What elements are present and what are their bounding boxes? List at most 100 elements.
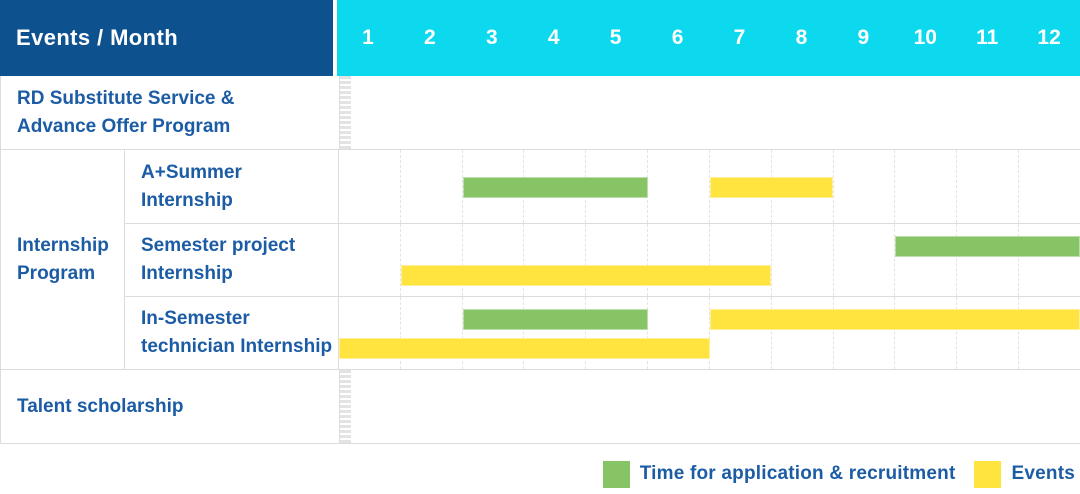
month-label: 4 — [547, 26, 560, 49]
month-grid-cell — [348, 76, 349, 149]
gantt-header: Events / Month 1 2 3 4 5 6 7 8 9 10 11 12 — [0, 0, 1080, 76]
month-grid-cell — [957, 297, 1020, 369]
month-label: 8 — [795, 26, 808, 49]
row-label-line: Advance Offer Program — [17, 115, 231, 137]
legend-item-application: Time for application & recruitment — [602, 460, 956, 488]
gantt-bar-events — [709, 309, 1080, 330]
legend: Time for application & recruitment Event… — [0, 459, 1080, 489]
month-grid-cell — [348, 370, 349, 443]
month-grid-cell — [343, 370, 344, 443]
row-label-line: In-Semester — [141, 308, 250, 329]
month-label: 7 — [733, 26, 746, 49]
gantt-row-group: Internship Program A+Summer Internship Semes… — [1, 150, 1080, 370]
month-grid — [339, 297, 1080, 369]
month-grid-cell — [347, 370, 348, 443]
row-label: Semester project Internship — [125, 224, 339, 296]
row-label-line: technician Internship — [141, 336, 333, 357]
row-label: RD Substitute Service & Advance Offer Pro… — [1, 76, 340, 149]
month-label: 11 — [976, 26, 999, 49]
gantt-row: RD Substitute Service & Advance Offer Pro… — [1, 76, 351, 149]
row-label: A+Summer Internship — [125, 150, 339, 223]
month-grid-cell — [463, 224, 525, 296]
month-grid-cell — [340, 370, 341, 443]
month-grid-cell — [710, 224, 772, 296]
month-grid-cell — [346, 370, 347, 443]
month-label: 3 — [485, 26, 498, 49]
month-label: 9 — [857, 26, 870, 49]
month-grid-cell — [340, 76, 341, 149]
group-label-internship-program: Internship Program — [1, 150, 125, 369]
group-label-line: Program — [17, 262, 96, 284]
month-grid-cell — [1019, 224, 1080, 296]
month-grid-cell — [895, 297, 958, 369]
row-label-line: A+Summer — [141, 161, 242, 183]
month-grid-cell — [834, 150, 896, 223]
month-grid — [339, 224, 1080, 296]
month-header-row: 1 2 3 4 5 6 7 8 9 10 11 12 — [337, 0, 1080, 76]
row-chart-area — [339, 150, 1080, 223]
gantt-row: Talent scholarship — [1, 370, 351, 443]
month-grid-cell — [586, 224, 649, 296]
month-label: 1 — [362, 26, 374, 49]
month-grid-cell — [339, 297, 401, 369]
month-grid-cell — [344, 370, 345, 443]
legend-label-application: Time for application & recruitment — [639, 463, 956, 484]
application-swatch-icon — [602, 460, 630, 488]
legend-label-events: Events — [1011, 463, 1075, 484]
month-grid-cell — [344, 76, 345, 149]
month-grid-cell — [648, 150, 710, 223]
month-grid-cell — [895, 150, 958, 223]
month-grid-cell — [524, 297, 587, 369]
month-grid-cell — [349, 76, 350, 149]
month-grid-cell — [343, 76, 344, 149]
group-label-line: Internship — [17, 234, 109, 256]
month-grid-cell — [834, 224, 896, 296]
gantt-row-group: Talent scholarship — [1, 370, 1080, 443]
month-grid-cell — [1019, 150, 1080, 223]
month-grid-cell — [341, 76, 342, 149]
row-label-line: Internship — [141, 189, 233, 211]
row-label: Talent scholarship — [1, 370, 340, 443]
gantt-bar-application — [894, 236, 1080, 257]
month-grid-cell — [834, 297, 896, 369]
row-label-line: RD Substitute Service & — [17, 87, 235, 109]
gantt-row: A+Summer Internship — [125, 150, 1080, 223]
month-grid-cell — [349, 370, 350, 443]
month-grid-cell — [347, 76, 348, 149]
month-grid-cell — [586, 297, 649, 369]
month-label: 12 — [1037, 26, 1061, 49]
gantt-bar-events — [339, 338, 710, 359]
month-grid-cell — [648, 224, 710, 296]
group-rows: A+Summer Internship Semester project Intern… — [125, 150, 1080, 369]
month-label: 2 — [424, 26, 436, 49]
month-grid-cell — [524, 224, 587, 296]
row-label: In-Semester technician Internship — [125, 297, 339, 369]
month-grid-cell — [710, 297, 772, 369]
month-grid-cell — [339, 224, 401, 296]
month-grid-cell — [341, 370, 342, 443]
gantt-bar-application — [462, 177, 648, 198]
month-grid-cell — [401, 297, 463, 369]
month-grid-cell — [772, 297, 834, 369]
month-grid-cell — [401, 224, 463, 296]
month-grid-cell — [339, 150, 401, 223]
month-grid-cell — [346, 76, 347, 149]
month-grid-cell — [342, 76, 343, 149]
gantt-bar-events — [709, 177, 833, 198]
month-label: 6 — [671, 26, 684, 49]
row-chart-area — [339, 297, 1080, 369]
month-grid-cell — [772, 150, 834, 223]
gantt-bar-application — [462, 309, 648, 330]
month-grid-cell — [648, 297, 710, 369]
gantt-row: Semester project Internship — [125, 223, 1080, 296]
month-grid-cell — [463, 297, 525, 369]
month-grid-cell — [957, 224, 1020, 296]
month-grid-cell — [345, 370, 346, 443]
month-grid-cell — [957, 150, 1020, 223]
row-label-line: Internship — [141, 263, 233, 284]
events-month-title: Events / Month — [0, 0, 333, 76]
month-grid-cell — [401, 150, 463, 223]
month-grid-cell — [1019, 297, 1080, 369]
gantt-bar-events — [400, 265, 772, 286]
gantt-row-group: RD Substitute Service & Advance Offer Pro… — [1, 76, 1080, 150]
